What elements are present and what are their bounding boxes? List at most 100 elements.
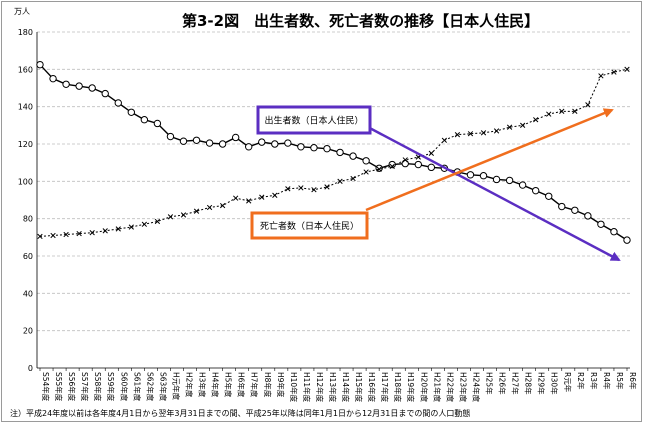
data-point-death (546, 111, 552, 117)
birth-arrow (363, 123, 621, 262)
data-point-death (598, 73, 604, 79)
x-tick-label: H21年度 (432, 372, 442, 403)
data-point-birth (140, 116, 149, 124)
x-tick-label: H9年度 (276, 372, 286, 398)
data-point-birth (597, 220, 605, 228)
data-point-birth (623, 236, 631, 244)
data-point-death (89, 230, 95, 236)
data-point-birth (114, 99, 122, 107)
data-point-birth (610, 228, 618, 236)
x-tick-label: R5年 (615, 372, 625, 390)
data-point-death (337, 178, 343, 184)
data-point-birth (336, 148, 344, 157)
data-point-birth (231, 133, 240, 142)
x-tick-label: H15年度 (354, 372, 364, 403)
data-point-birth (479, 172, 488, 180)
death-label: 死亡者数（日本人住民） (260, 220, 359, 232)
x-tick-label: H13年度 (328, 372, 338, 403)
data-point-birth (584, 212, 592, 220)
data-point-birth (571, 206, 579, 214)
data-point-death (350, 175, 356, 182)
data-point-death (402, 157, 408, 163)
y-tick-label: 60 (23, 252, 33, 261)
series-line-birth (39, 64, 628, 241)
data-point-death (285, 186, 291, 192)
data-point-birth (245, 143, 253, 151)
data-point-death (311, 187, 317, 193)
chart-title: 第3-2図 出生者数、死亡者数の推移【日本人住民】 (182, 12, 539, 30)
x-tick-label: H10年度 (289, 372, 299, 403)
y-tick-label: 180 (18, 28, 33, 37)
x-tick-label: H元年度 (171, 372, 181, 401)
data-point-death (180, 212, 187, 218)
x-tick-label: R4年 (602, 372, 612, 390)
data-point-death (246, 198, 252, 204)
x-tick-label: R3年 (589, 372, 599, 390)
data-point-birth (88, 84, 96, 92)
y-tick-label: 80 (23, 215, 33, 224)
x-tick-label: S58年度 (93, 372, 103, 402)
data-point-death (219, 202, 226, 209)
data-point-birth (362, 157, 370, 165)
series-death (37, 66, 630, 240)
x-tick-label: S62年度 (145, 372, 155, 402)
x-tick-label: H23年度 (458, 372, 468, 403)
x-tick-label: H19年度 (406, 372, 416, 403)
x-tick-label: S57年度 (80, 372, 90, 402)
x-tick-label: H28年 (524, 372, 534, 395)
data-point-death (193, 208, 200, 214)
x-tick-label: H4年度 (211, 372, 221, 398)
x-tick-label: H22年度 (445, 372, 455, 403)
data-point-birth (427, 163, 436, 172)
x-tick-label: S55年度 (54, 372, 64, 402)
data-point-death (259, 194, 265, 200)
data-point-death (572, 108, 578, 114)
data-point-death (154, 218, 161, 225)
y-tick-label: 160 (18, 65, 33, 74)
y-axis-unit: 万人 (14, 7, 30, 16)
data-point-death (454, 132, 461, 138)
data-point-birth (49, 74, 57, 83)
data-point-death (37, 233, 43, 240)
data-point-birth (36, 60, 44, 69)
x-tick-label: S54年度 (41, 372, 51, 402)
series-line-death (39, 68, 628, 237)
y-tick-label: 100 (18, 177, 33, 186)
data-point-death (363, 169, 369, 175)
data-point-birth (258, 138, 266, 146)
data-point-death (389, 163, 395, 170)
data-point-death (167, 214, 174, 220)
x-tick-label: R2年 (576, 372, 586, 390)
data-point-birth (192, 136, 201, 144)
data-point-birth (323, 144, 331, 153)
data-point-birth (401, 159, 409, 168)
x-tick-label: H12年度 (315, 372, 325, 403)
data-point-death (506, 124, 513, 130)
x-tick-label: H17年度 (380, 372, 390, 403)
x-tick-label: H14年度 (341, 372, 351, 403)
x-tick-label: H27年 (511, 372, 521, 395)
data-point-birth (558, 202, 566, 211)
data-point-death (467, 131, 474, 137)
data-point-birth (101, 89, 109, 98)
data-point-birth (284, 139, 292, 147)
x-tick-label: H3年度 (198, 372, 208, 398)
data-point-birth (518, 181, 527, 189)
data-point-birth (75, 82, 83, 90)
data-point-birth (166, 132, 175, 141)
data-point-death (324, 184, 330, 190)
x-tick-label: H25年 (485, 372, 495, 395)
y-tick-label: 20 (23, 327, 33, 336)
birth-label-box (256, 105, 372, 135)
axis-layer (36, 32, 630, 371)
data-point-birth (531, 186, 540, 195)
x-tick-label: H24年度 (471, 372, 481, 403)
data-point-death (141, 221, 148, 227)
data-point-birth (218, 140, 227, 148)
data-point-birth (297, 143, 305, 151)
x-tick-label: R元年 (563, 372, 573, 393)
x-tick-label: H2年度 (184, 372, 194, 398)
data-point-birth (271, 140, 279, 148)
data-point-birth (310, 144, 318, 152)
